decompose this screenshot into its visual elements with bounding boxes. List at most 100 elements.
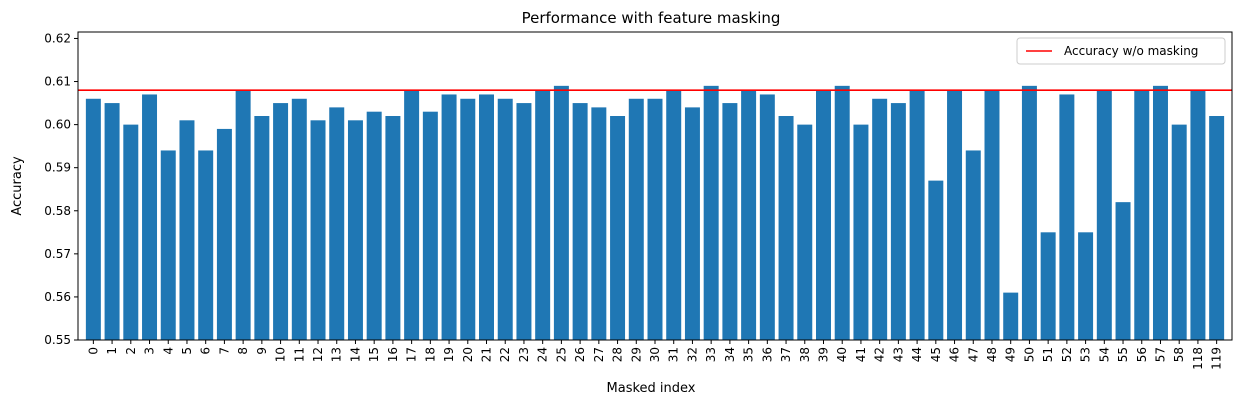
x-tick-label: 39 bbox=[816, 347, 830, 362]
bar-3 bbox=[142, 94, 158, 341]
legend: Accuracy w/o masking bbox=[1016, 37, 1226, 65]
bar-118 bbox=[1190, 90, 1206, 341]
bar-45 bbox=[928, 180, 944, 340]
bar-18 bbox=[422, 111, 438, 340]
bar-19 bbox=[441, 94, 457, 341]
y-tick-label: 0.60 bbox=[44, 118, 71, 132]
x-tick-label: 11 bbox=[292, 347, 306, 362]
x-tick-label: 38 bbox=[798, 347, 812, 362]
bar-54 bbox=[1096, 90, 1112, 341]
x-tick-label: 54 bbox=[1097, 347, 1111, 362]
bar-50 bbox=[1021, 85, 1037, 340]
bar-6 bbox=[198, 150, 214, 340]
bar-11 bbox=[291, 98, 307, 341]
y-tick-label: 0.58 bbox=[44, 204, 71, 218]
x-tick-label: 37 bbox=[779, 347, 793, 362]
x-tick-label: 0 bbox=[86, 347, 100, 355]
bar-21 bbox=[479, 94, 494, 341]
bar-30 bbox=[647, 98, 663, 341]
y-tick-label: 0.59 bbox=[44, 161, 71, 175]
bar-47 bbox=[965, 150, 981, 340]
x-tick-label: 50 bbox=[1022, 347, 1036, 362]
bar-31 bbox=[666, 90, 682, 341]
x-tick-label: 118 bbox=[1191, 347, 1205, 370]
x-tick-label: 29 bbox=[629, 347, 643, 362]
x-tick-label: 32 bbox=[685, 347, 699, 362]
x-tick-label: 44 bbox=[910, 347, 924, 362]
bar-36 bbox=[759, 94, 775, 341]
bar-10 bbox=[273, 103, 289, 340]
bar-44 bbox=[909, 90, 925, 341]
bar-57 bbox=[1152, 85, 1168, 340]
x-tick-label: 52 bbox=[1060, 347, 1074, 362]
x-tick-label: 119 bbox=[1210, 347, 1224, 370]
bar-2 bbox=[123, 124, 139, 341]
y-axis: 0.55 0.56 0.57 0.58 0.59 0.60 0.61 0.62 bbox=[44, 31, 78, 347]
x-tick-label: 41 bbox=[854, 347, 868, 362]
bar-25 bbox=[553, 85, 569, 340]
bar-55 bbox=[1115, 202, 1131, 340]
x-tick-label: 4 bbox=[161, 347, 175, 355]
y-tick-label: 0.57 bbox=[44, 247, 71, 261]
x-tick-label: 20 bbox=[461, 347, 475, 362]
x-tick-label: 47 bbox=[966, 347, 980, 362]
bar-41 bbox=[853, 124, 869, 341]
x-tick-label: 14 bbox=[348, 347, 362, 362]
bar-119 bbox=[1209, 116, 1225, 340]
bar-37 bbox=[778, 116, 794, 340]
x-tick-label: 40 bbox=[835, 347, 849, 362]
bar-58 bbox=[1171, 124, 1187, 341]
x-tick-label: 13 bbox=[330, 347, 344, 362]
x-tick-label: 27 bbox=[592, 347, 606, 362]
y-tick-label: 0.61 bbox=[44, 75, 71, 89]
x-tick-label: 5 bbox=[180, 347, 194, 355]
x-tick-label: 10 bbox=[274, 347, 288, 362]
bar-38 bbox=[797, 124, 813, 341]
x-tick-label: 1 bbox=[105, 347, 119, 355]
bar-27 bbox=[591, 107, 607, 340]
bar-13 bbox=[329, 107, 345, 340]
x-tick-label: 15 bbox=[367, 347, 381, 362]
chart-title: Performance with feature masking bbox=[522, 9, 781, 27]
bar-46 bbox=[947, 90, 963, 341]
x-tick-label: 21 bbox=[480, 347, 494, 362]
bar-20 bbox=[460, 98, 476, 341]
x-axis-label: Masked index bbox=[607, 381, 696, 396]
y-tick-label: 0.55 bbox=[44, 333, 71, 347]
x-tick-label: 7 bbox=[217, 347, 231, 355]
bar-53 bbox=[1078, 232, 1094, 340]
x-tick-label: 43 bbox=[891, 347, 905, 362]
bar-8 bbox=[235, 90, 251, 341]
x-tick-label: 6 bbox=[199, 347, 213, 355]
legend-label: Accuracy w/o masking bbox=[1064, 44, 1198, 58]
x-tick-label: 2 bbox=[124, 347, 138, 355]
bar-1 bbox=[104, 103, 120, 340]
bar-52 bbox=[1059, 94, 1075, 341]
bar-33 bbox=[703, 85, 719, 340]
x-tick-label: 42 bbox=[873, 347, 887, 362]
x-tick-label: 55 bbox=[1116, 347, 1130, 362]
bar-22 bbox=[497, 98, 513, 341]
bar-35 bbox=[741, 90, 757, 341]
x-tick-label: 19 bbox=[442, 347, 456, 362]
bar-32 bbox=[684, 107, 700, 340]
bar-43 bbox=[890, 103, 906, 340]
bar-39 bbox=[816, 90, 831, 341]
legend-box bbox=[1016, 37, 1226, 65]
y-axis-label: Accuracy bbox=[10, 156, 25, 216]
bar-29 bbox=[628, 98, 644, 341]
bar-15 bbox=[366, 111, 382, 340]
bar-49 bbox=[1003, 292, 1019, 340]
x-tick-label: 33 bbox=[704, 347, 718, 362]
x-tick-label: 18 bbox=[423, 347, 437, 362]
x-tick-label: 46 bbox=[948, 347, 962, 362]
bar-14 bbox=[347, 120, 363, 340]
x-tick-label: 36 bbox=[760, 347, 774, 362]
x-tick-label: 30 bbox=[648, 347, 662, 362]
x-tick-label: 22 bbox=[498, 347, 512, 362]
bars-group bbox=[85, 85, 1225, 341]
y-tick-label: 0.56 bbox=[44, 290, 71, 304]
x-tick-label: 56 bbox=[1135, 347, 1149, 362]
bar-16 bbox=[385, 116, 401, 340]
